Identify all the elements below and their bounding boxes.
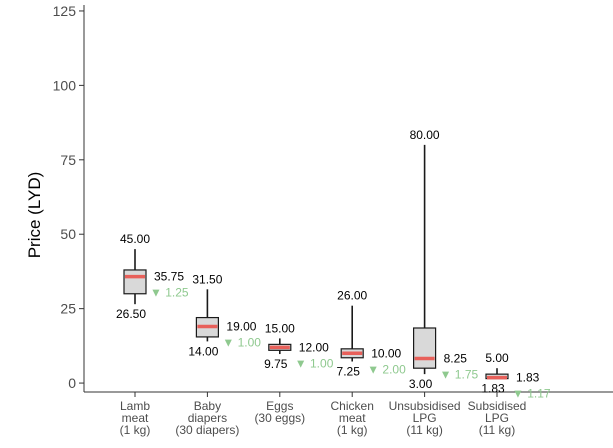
x-tick-label: (1 kg) xyxy=(120,423,151,437)
min-label: 3.00 xyxy=(409,377,433,391)
change-label: ▼ 1.75 xyxy=(440,368,479,382)
max-label: 31.50 xyxy=(192,272,222,286)
x-tick-label: Subsidised xyxy=(468,399,527,413)
y-tick-label: 25 xyxy=(60,301,76,317)
median-label: 10.00 xyxy=(371,346,401,360)
box xyxy=(123,269,147,295)
y-tick-label: 125 xyxy=(53,3,77,19)
x-tick-label: Eggs xyxy=(266,399,293,413)
max-label: 15.00 xyxy=(265,321,295,335)
change-label: ▼ 2.00 xyxy=(367,362,406,376)
max-label: 5.00 xyxy=(485,351,509,365)
max-label: 26.00 xyxy=(337,289,367,303)
x-tick-label: (1 kg) xyxy=(337,423,368,437)
median-label: 35.75 xyxy=(154,270,184,284)
x-tick-label: LPG xyxy=(485,411,509,425)
max-label: 80.00 xyxy=(410,128,440,142)
median-label: 8.25 xyxy=(444,352,468,366)
change-label: ▼ 1.17 xyxy=(512,387,551,401)
min-label: 26.50 xyxy=(116,307,146,321)
x-tick-label: Chicken xyxy=(331,399,374,413)
change-label: ▼ 1.25 xyxy=(150,286,189,300)
x-tick-label: Lamb xyxy=(120,399,150,413)
y-tick-label: 75 xyxy=(60,152,76,168)
max-label: 45.00 xyxy=(120,232,150,246)
min-label: 7.25 xyxy=(337,364,361,378)
median-label: 12.00 xyxy=(299,340,329,354)
x-tick-label: Baby xyxy=(194,399,221,413)
x-tick-label: (11 kg) xyxy=(479,423,515,437)
x-tick-label: meat xyxy=(122,411,149,425)
x-tick-label: (11 kg) xyxy=(406,423,442,437)
x-tick-label: Unsubsidised xyxy=(389,399,461,413)
box xyxy=(413,327,437,369)
min-label: 1.83 xyxy=(481,382,505,396)
x-tick-label: (30 eggs) xyxy=(254,411,305,425)
median-label: 1.83 xyxy=(516,371,540,385)
y-tick-label: 100 xyxy=(53,77,77,93)
y-axis-label: Price (LYD) xyxy=(25,172,44,259)
change-label: ▼ 1.00 xyxy=(295,356,334,370)
y-tick-label: 50 xyxy=(60,226,76,242)
y-tick-label: 0 xyxy=(68,375,76,391)
x-tick-label: LPG xyxy=(413,411,437,425)
min-label: 14.00 xyxy=(188,344,218,358)
median-label: 19.00 xyxy=(226,320,256,334)
x-tick-label: meat xyxy=(339,411,366,425)
x-tick-label: (30 diapers) xyxy=(175,423,239,437)
min-label: 9.75 xyxy=(264,357,288,371)
x-tick-label: diapers xyxy=(188,411,227,425)
change-label: ▼ 1.00 xyxy=(222,336,261,350)
